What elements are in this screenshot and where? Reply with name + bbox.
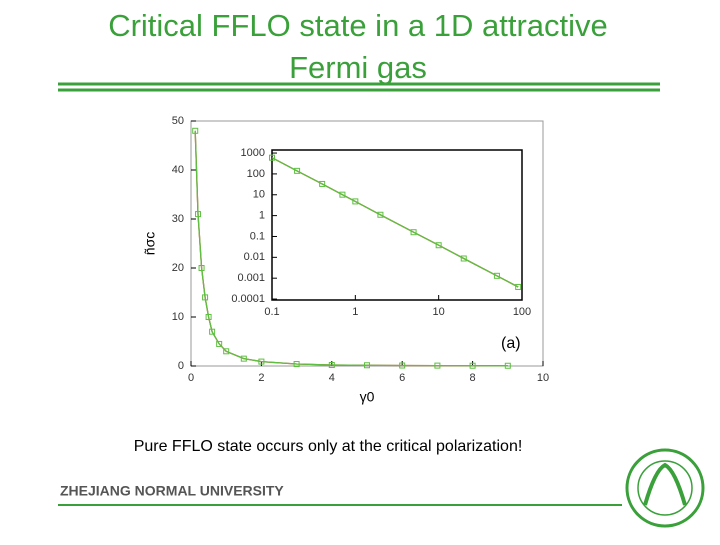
x-tick-label: 6 [399, 372, 405, 384]
y-tick-label: 0.001 [237, 272, 265, 284]
y-tick-label: 0.01 [244, 251, 265, 263]
x-axis-label: γ0 [360, 389, 375, 405]
y-tick-label: 0.1 [250, 230, 265, 242]
data-point [205, 314, 212, 320]
y-tick-label: 30 [172, 213, 184, 225]
logo [625, 448, 705, 528]
data-point [460, 255, 467, 262]
data-point [469, 362, 476, 369]
data-point [319, 180, 326, 187]
data-point [202, 294, 209, 301]
data-point [434, 362, 441, 369]
data-point [352, 198, 359, 205]
data-point [198, 265, 205, 271]
data-point [377, 211, 384, 218]
y-tick-label: 20 [172, 262, 184, 274]
footer: ZHEJIANG NORMAL UNIVERSITY [60, 483, 284, 499]
data-point [192, 127, 199, 134]
y-tick-label: 1000 [241, 147, 265, 159]
data-point [504, 362, 511, 369]
x-tick-label: 10 [433, 306, 445, 318]
data-point [223, 348, 230, 355]
y-tick-label: 10 [172, 311, 184, 323]
y-tick-label: 0.0001 [231, 293, 265, 305]
x-tick-label: 2 [258, 372, 264, 384]
data-point [258, 358, 265, 365]
x-tick-label: 4 [329, 372, 335, 384]
y-tick-label: 10 [253, 189, 265, 201]
slide-title: Fermi gas [289, 50, 427, 85]
y-tick-label: 1 [259, 210, 265, 222]
y-tick-label: 0 [178, 360, 184, 372]
data-point [294, 167, 301, 174]
annotation: (a) [501, 335, 521, 352]
data-point [209, 328, 216, 335]
data-point [293, 361, 300, 368]
data-point [410, 229, 417, 236]
y-tick-label: 40 [172, 164, 184, 176]
series-line [271, 157, 519, 288]
x-tick-label: 1 [352, 306, 358, 318]
x-tick-label: 8 [470, 372, 476, 384]
series-line [194, 130, 508, 367]
x-tick-label: 0.1 [264, 306, 279, 318]
y-axis-label: ñσc [142, 232, 158, 255]
y-tick-label: 100 [247, 168, 265, 180]
data-point [195, 211, 202, 218]
data-point [435, 242, 442, 249]
data-point [399, 362, 406, 369]
inset-frame [271, 149, 523, 301]
data-point [515, 283, 522, 290]
data-point [216, 340, 223, 347]
data-point [328, 362, 335, 369]
data-point [364, 362, 370, 369]
x-tick-label: 10 [537, 372, 549, 384]
x-tick-label: 100 [513, 306, 531, 318]
data-point [269, 154, 275, 161]
x-tick-label: 0 [188, 372, 194, 384]
data-point [493, 272, 500, 279]
data-point [240, 355, 247, 362]
slide-title: Critical FFLO state in a 1D attractive [108, 8, 608, 43]
caption: Pure FFLO state occurs only at the criti… [134, 438, 523, 455]
data-point [339, 191, 346, 198]
y-tick-label: 50 [172, 115, 184, 127]
